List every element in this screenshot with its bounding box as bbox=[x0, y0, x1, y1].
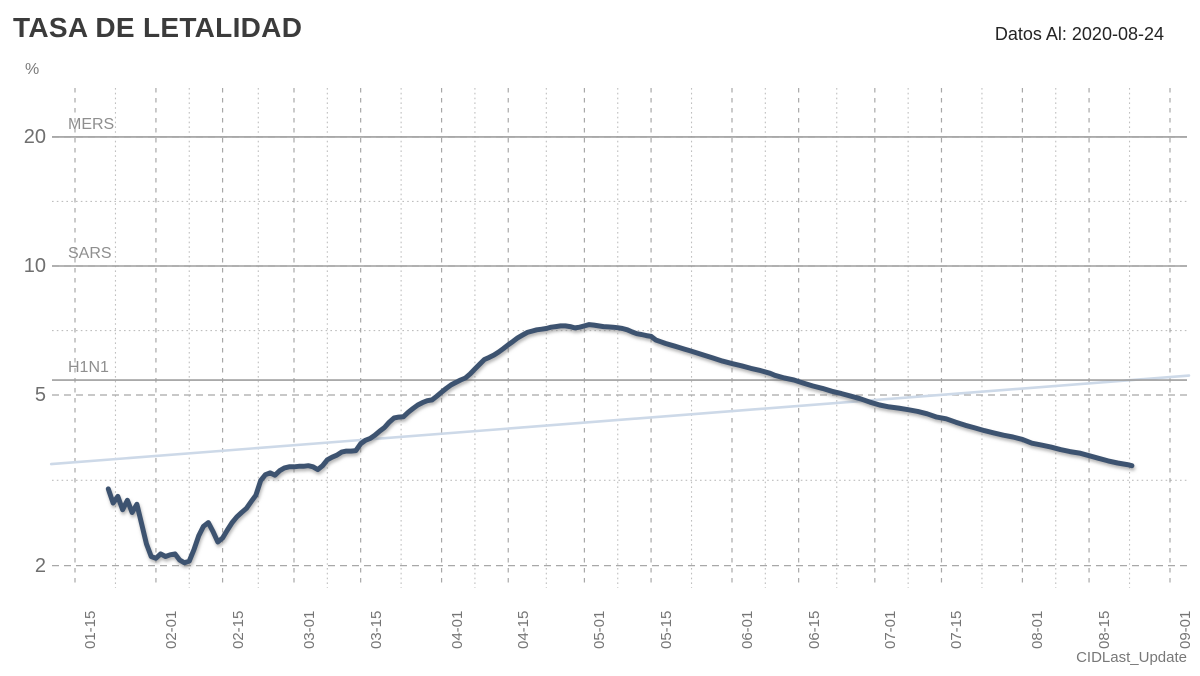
x-tick-label-07-15: 07-15 bbox=[948, 610, 966, 649]
x-tick-label-08-15: 08-15 bbox=[1096, 610, 1114, 649]
x-tick-label-02-01: 02-01 bbox=[162, 610, 180, 649]
reference-label-h1n1: H1N1 bbox=[68, 359, 109, 377]
x-tick-label-02-15: 02-15 bbox=[229, 610, 247, 649]
y-tick-label-10: 10 bbox=[23, 255, 46, 277]
reference-label-sars: SARS bbox=[68, 245, 112, 262]
x-tick-label-05-15: 05-15 bbox=[658, 610, 676, 649]
major-gridlines bbox=[52, 88, 1187, 588]
x-tick-label-06-15: 06-15 bbox=[805, 610, 823, 649]
fatality-rate-line[interactable] bbox=[105, 322, 1135, 566]
x-tick-label-03-15: 03-15 bbox=[367, 610, 385, 649]
trend-line-group bbox=[49, 374, 1191, 466]
footnote-field-label: CIDLast_Update bbox=[1076, 649, 1187, 666]
y-tick-label-20: 20 bbox=[23, 125, 46, 148]
trend-line bbox=[49, 374, 1191, 466]
x-tick-label-05-01: 05-01 bbox=[591, 610, 609, 649]
minor-gridlines bbox=[52, 88, 1187, 588]
x-tick-label-01-15: 01-15 bbox=[82, 610, 99, 649]
y-tick-label-5: 5 bbox=[34, 384, 46, 407]
y-tick-label-2: 2 bbox=[34, 554, 46, 577]
reference-lines bbox=[52, 136, 1187, 381]
x-tick-label-08-01: 08-01 bbox=[1029, 610, 1047, 649]
data-as-of-label: Datos Al: 2020-08-24 bbox=[994, 24, 1164, 44]
x-tick-label-06-01: 06-01 bbox=[739, 610, 756, 649]
reference-label-mers: MERS bbox=[68, 115, 115, 133]
x-tick-label-03-01: 03-01 bbox=[301, 610, 318, 649]
x-tick-label-09-01: 09-01 bbox=[1177, 610, 1194, 649]
y-axis-unit-label: % bbox=[25, 61, 40, 78]
fatality-line-group bbox=[105, 322, 1135, 566]
x-tick-label-04-01: 04-01 bbox=[448, 610, 466, 649]
x-tick-label-04-15: 04-15 bbox=[515, 610, 533, 649]
page-title: TASA DE LETALIDAD bbox=[13, 12, 303, 43]
x-tick-label-07-01: 07-01 bbox=[881, 610, 899, 649]
